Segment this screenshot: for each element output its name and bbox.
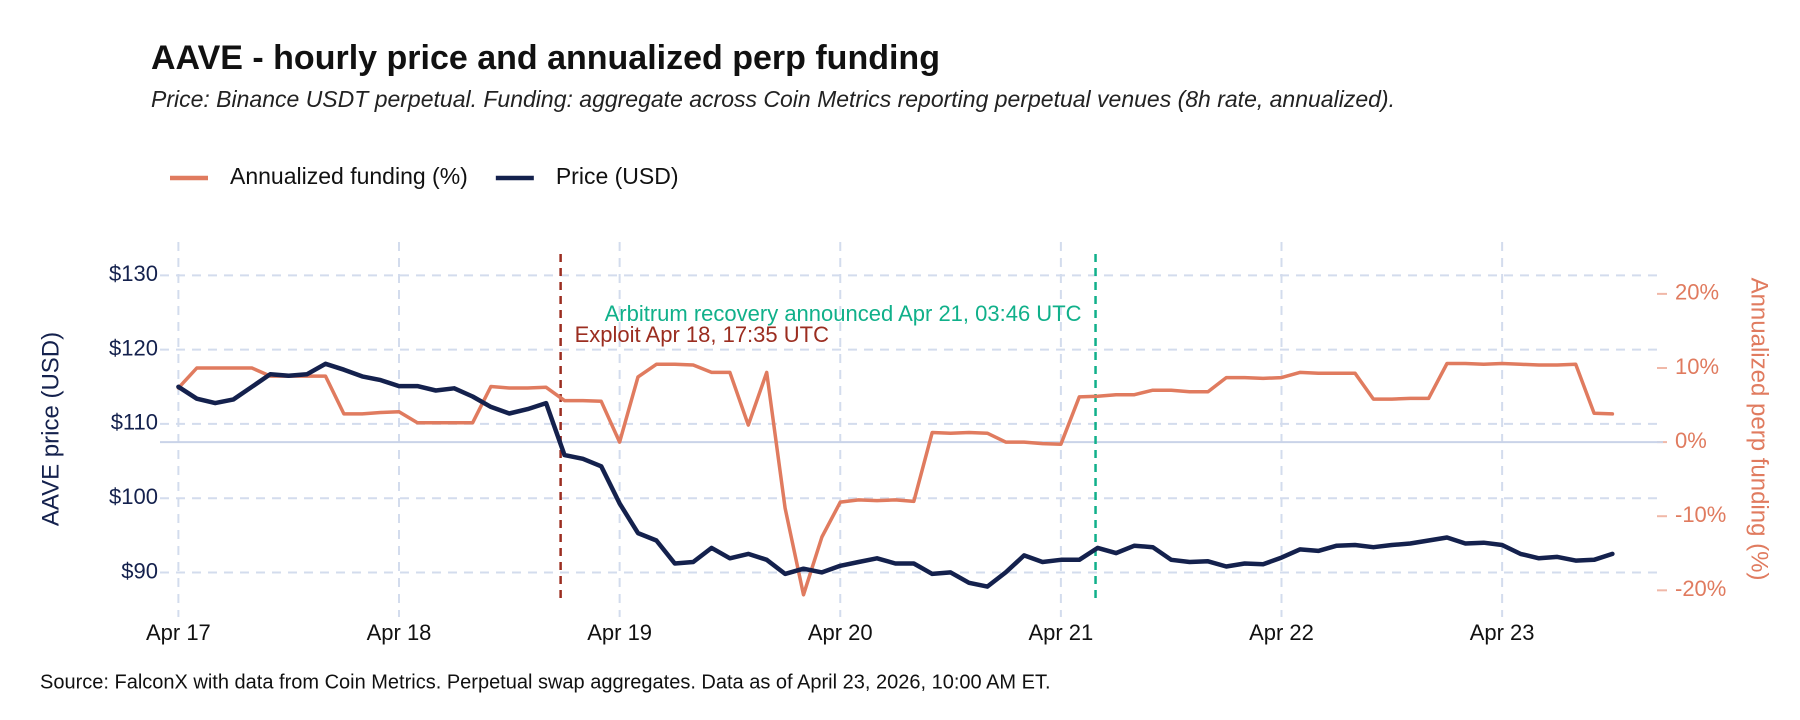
y2-tick-label: -10% bbox=[1675, 502, 1726, 527]
x-tick-label: Apr 22 bbox=[1249, 620, 1314, 645]
y2-tick-label: 10% bbox=[1675, 354, 1719, 379]
event-label: Arbitrum recovery announced Apr 21, 03:4… bbox=[605, 301, 1082, 326]
y2-axis-title: Annualized perp funding (%) bbox=[1746, 278, 1773, 581]
series-line bbox=[176, 361, 1615, 597]
x-tick-label: Apr 21 bbox=[1028, 620, 1093, 645]
caption: Source: FalconX with data from Coin Metr… bbox=[40, 671, 1051, 693]
y-tick-label: $120 bbox=[109, 335, 158, 360]
y2-tick-label: 20% bbox=[1675, 280, 1719, 305]
x-tick-label: Apr 20 bbox=[808, 620, 873, 645]
y-tick-label: $130 bbox=[109, 261, 158, 286]
event-label: Exploit Apr 18, 17:35 UTC bbox=[575, 322, 829, 347]
chart-subtitle: Price: Binance USDT perpetual. Funding: … bbox=[151, 86, 1395, 112]
x-tick-label: Apr 18 bbox=[367, 620, 432, 645]
chart-title: AAVE - hourly price and annualized perp … bbox=[151, 39, 940, 77]
x-tick-label: Apr 19 bbox=[587, 620, 652, 645]
legend-label: Price (USD) bbox=[556, 163, 679, 189]
x-tick-label: Apr 23 bbox=[1470, 620, 1535, 645]
y2-tick-label: 0% bbox=[1675, 428, 1707, 453]
series-line bbox=[176, 361, 1615, 589]
x-tick-label: Apr 17 bbox=[146, 620, 211, 645]
y-axis-title: AAVE price (USD) bbox=[37, 332, 64, 526]
legend-label: Annualized funding (%) bbox=[230, 163, 468, 189]
y-tick-label: $100 bbox=[109, 484, 158, 509]
y-tick-label: $110 bbox=[111, 410, 158, 435]
y2-tick-label: -20% bbox=[1675, 576, 1726, 601]
y-tick-label: $90 bbox=[121, 558, 158, 583]
